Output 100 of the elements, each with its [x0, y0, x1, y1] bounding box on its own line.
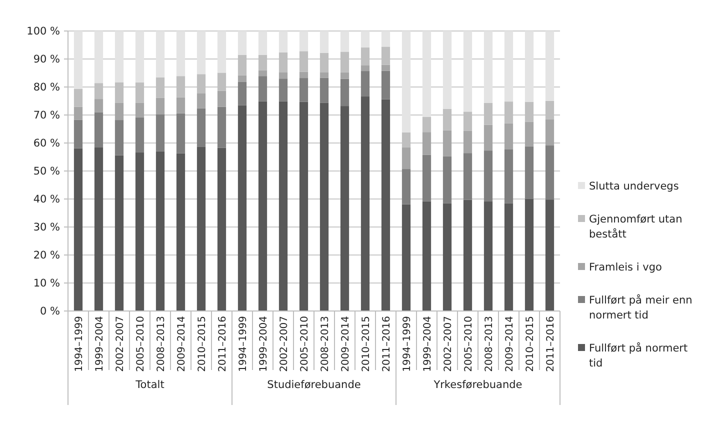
legend-label: Framleis i vgo — [589, 262, 662, 274]
bar — [114, 102, 124, 120]
bar — [402, 169, 411, 204]
x-tick-label: 1999–2004 — [94, 316, 106, 372]
bar — [156, 98, 165, 114]
y-tick-label: 60 % — [33, 138, 60, 150]
bar — [545, 146, 554, 200]
bar — [545, 200, 554, 311]
text: Yrkesførebuande — [432, 379, 522, 391]
bar — [463, 200, 472, 311]
bar — [238, 75, 247, 82]
x-tick-label: 2009–2014 — [504, 316, 516, 372]
bar — [196, 93, 206, 108]
bar — [320, 31, 329, 53]
bar — [176, 113, 186, 154]
bar — [340, 106, 350, 311]
bar — [299, 78, 308, 102]
bar — [484, 124, 493, 151]
bar — [442, 156, 452, 204]
bar — [340, 72, 350, 79]
bar — [320, 102, 329, 311]
bar — [217, 148, 226, 311]
bar — [135, 152, 144, 311]
bar — [238, 31, 247, 55]
bar — [524, 198, 534, 311]
x-tick-label: 1994–1999 — [402, 316, 413, 372]
bar — [360, 96, 370, 311]
bar — [402, 31, 411, 132]
bar — [238, 82, 247, 106]
bar — [381, 31, 390, 47]
bar — [176, 31, 186, 76]
bar — [545, 119, 554, 146]
text: Totalt — [134, 379, 164, 391]
bar — [114, 31, 124, 82]
bar — [504, 203, 514, 311]
bar — [94, 99, 104, 112]
bar — [196, 146, 206, 311]
bar — [94, 112, 104, 148]
bar — [74, 120, 83, 148]
bar — [196, 108, 206, 147]
bar — [360, 31, 370, 48]
x-tick-label: 2002–2007 — [442, 316, 454, 372]
legend-label: Gjennomført utan bestått — [589, 214, 682, 241]
bar — [299, 31, 308, 52]
y-tick-label: 80 % — [33, 82, 60, 94]
x-tick-label: 2011–2016 — [545, 316, 556, 372]
bar — [114, 155, 124, 311]
bar — [524, 122, 534, 146]
bar — [463, 31, 472, 112]
x-tick-label: 2005–2010 — [135, 316, 146, 372]
legend-label: Fullført på meir enn normert tid — [589, 294, 692, 322]
x-tick-label: 2009–2014 — [340, 316, 352, 372]
bar — [217, 90, 226, 107]
x-tick-label: 1999–2004 — [258, 316, 270, 372]
legend-label: Fullført på normert tid — [589, 342, 688, 370]
bar — [135, 31, 144, 83]
bar — [258, 31, 268, 55]
bar — [278, 101, 288, 311]
bar — [524, 31, 534, 102]
x-tick-label: 2005–2010 — [299, 316, 310, 372]
text: Studieførebuande — [267, 379, 361, 391]
y-tick-label: 20 % — [33, 250, 60, 262]
bar — [217, 106, 226, 148]
bar — [258, 70, 268, 76]
x-tick-label: 1999–2004 — [422, 316, 434, 372]
y-tick-label: 50 % — [33, 166, 60, 178]
bar — [238, 105, 247, 311]
bar — [176, 153, 186, 311]
bar — [114, 120, 124, 156]
bar — [196, 31, 206, 74]
x-tick-label: 2011–2016 — [381, 316, 392, 372]
x-tick-label: 2010–2015 — [360, 316, 372, 372]
x-tick-label: 1994–1999 — [74, 316, 85, 372]
bar — [217, 31, 226, 73]
bar — [299, 102, 308, 311]
bar — [74, 148, 83, 311]
y-tick-label: 10 % — [33, 278, 60, 290]
bar — [484, 150, 493, 202]
legend-label: Slutta undervegs — [589, 180, 679, 193]
bar — [156, 114, 165, 152]
x-tick-label: 2008–2013 — [484, 316, 495, 372]
y-tick-label: 0 % — [40, 306, 60, 318]
bar — [94, 147, 104, 311]
bar — [484, 31, 493, 103]
bar — [381, 70, 390, 100]
y-tick-label: 40 % — [33, 194, 60, 206]
bar — [340, 78, 350, 106]
bar — [258, 101, 268, 311]
bar — [278, 72, 288, 79]
bar — [484, 202, 493, 311]
bar — [442, 130, 452, 156]
bar — [402, 204, 411, 311]
x-tick-label: 2009–2014 — [176, 316, 188, 372]
y-tick-label: 90 % — [33, 54, 60, 66]
x-tick-label: 2008–2013 — [320, 316, 331, 372]
bar — [381, 64, 390, 71]
bar — [422, 116, 432, 132]
y-tick-label: 100 % — [26, 26, 60, 38]
x-tick-label: 2010–2015 — [524, 316, 536, 372]
bar — [135, 102, 144, 118]
